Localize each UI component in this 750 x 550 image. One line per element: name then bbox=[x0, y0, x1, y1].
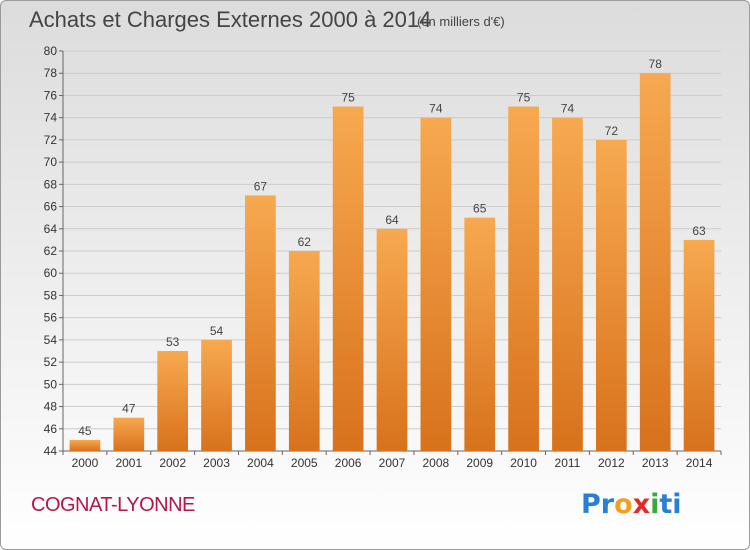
y-tick-label: 58 bbox=[44, 288, 58, 302]
x-tick-label: 2010 bbox=[510, 456, 537, 470]
logo-letter: x bbox=[632, 489, 651, 520]
x-tick-label: 2009 bbox=[466, 456, 493, 470]
y-tick-label: 68 bbox=[44, 177, 58, 191]
value-label: 78 bbox=[649, 57, 663, 71]
value-label: 67 bbox=[254, 179, 268, 193]
value-label: 75 bbox=[341, 91, 355, 105]
x-tick-label: 2006 bbox=[335, 456, 362, 470]
bar-2014 bbox=[683, 239, 715, 451]
x-tick-label: 2003 bbox=[203, 456, 230, 470]
value-label: 53 bbox=[166, 335, 180, 349]
commune-name: COGNAT-LYONNE bbox=[31, 494, 195, 516]
value-label: 65 bbox=[473, 202, 487, 216]
y-tick-label: 74 bbox=[44, 111, 58, 125]
bar-2009 bbox=[464, 217, 496, 451]
bar-2005 bbox=[288, 251, 320, 451]
value-label: 62 bbox=[298, 235, 312, 249]
value-label: 72 bbox=[605, 124, 619, 138]
bar-2002 bbox=[157, 351, 189, 451]
value-label: 54 bbox=[210, 324, 224, 338]
x-tick-label: 2005 bbox=[291, 456, 318, 470]
x-tick-label: 2014 bbox=[686, 456, 713, 470]
bar-2003 bbox=[201, 339, 232, 451]
chart-title: Achats et Charges Externes 2000 à 2014 bbox=[29, 7, 432, 32]
value-label: 47 bbox=[122, 402, 136, 416]
y-tick-label: 50 bbox=[44, 377, 58, 391]
bars bbox=[69, 73, 715, 452]
y-tick-label: 60 bbox=[44, 266, 58, 280]
x-tick-label: 2004 bbox=[247, 456, 274, 470]
y-tick-label: 48 bbox=[44, 400, 58, 414]
bar-2000 bbox=[69, 439, 101, 451]
value-label: 74 bbox=[561, 102, 575, 116]
proxiti-logo: Proxiti bbox=[581, 489, 682, 520]
logo-letter: r bbox=[600, 489, 615, 520]
logo-letter: i bbox=[650, 489, 660, 520]
value-label: 75 bbox=[517, 91, 531, 105]
x-tick-label: 2013 bbox=[642, 456, 669, 470]
y-tick-label: 64 bbox=[44, 222, 58, 236]
labels: 44 46 48 50 52 54 56 58 60 62 64 66 68 70 72 74 76 78 80 45… bbox=[44, 44, 713, 470]
y-tick-label: 70 bbox=[44, 155, 58, 169]
y-tick-label: 72 bbox=[44, 133, 58, 147]
bar-2006 bbox=[332, 106, 364, 452]
bar-2007 bbox=[376, 228, 408, 451]
y-tick-label: 54 bbox=[44, 333, 58, 347]
y-tick-label: 78 bbox=[44, 66, 58, 80]
bar-2008 bbox=[420, 117, 452, 452]
value-label: 74 bbox=[429, 102, 443, 116]
x-tick-label: 2007 bbox=[379, 456, 406, 470]
chart-unit: (en milliers d'€) bbox=[417, 14, 505, 29]
y-tick-label: 44 bbox=[44, 444, 58, 458]
value-label: 45 bbox=[78, 424, 92, 438]
logo-letter: o bbox=[614, 489, 633, 520]
x-tick-label: 2008 bbox=[423, 456, 450, 470]
logo-letter: i bbox=[672, 489, 682, 520]
y-tick-label: 46 bbox=[44, 422, 58, 436]
y-tick-label: 80 bbox=[44, 44, 58, 58]
x-tick-label: 2011 bbox=[555, 456, 581, 470]
bar-2013 bbox=[639, 73, 671, 451]
bar-2004 bbox=[245, 195, 276, 451]
x-tick-label: 2012 bbox=[598, 456, 625, 470]
y-tick-label: 62 bbox=[44, 244, 58, 258]
y-tick-label: 76 bbox=[44, 88, 58, 102]
bar-2001 bbox=[113, 417, 145, 451]
x-tick-label: 2001 bbox=[115, 456, 142, 470]
logo-letter: P bbox=[581, 489, 601, 520]
logo-letter: t bbox=[659, 489, 673, 520]
bar-2011 bbox=[552, 117, 583, 452]
y-tick-label: 56 bbox=[44, 311, 58, 325]
y-tick-label: 52 bbox=[44, 355, 58, 369]
y-tick-label: 66 bbox=[44, 200, 58, 214]
value-label: 63 bbox=[692, 224, 706, 238]
bar-2010 bbox=[508, 106, 539, 452]
bar-2012 bbox=[595, 139, 627, 451]
x-tick-label: 2000 bbox=[72, 456, 99, 470]
value-label: 64 bbox=[385, 213, 399, 227]
x-tick-label: 2002 bbox=[159, 456, 186, 470]
